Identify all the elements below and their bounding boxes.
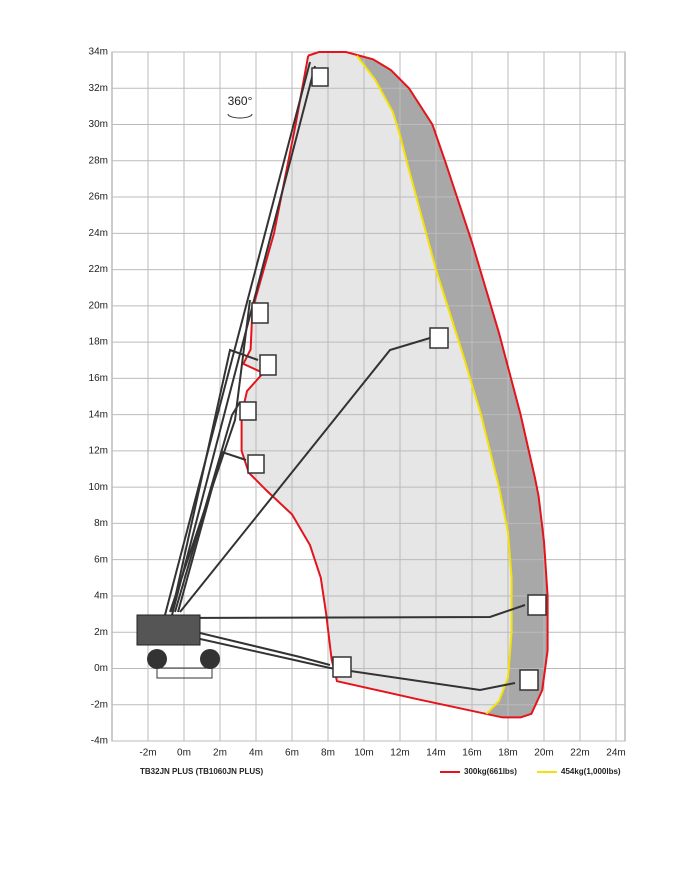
chart-title: TB32JN PLUS (TB1060JN PLUS) <box>140 767 263 776</box>
annotation: 360° <box>228 94 253 108</box>
x-tick-label: 2m <box>213 748 227 759</box>
x-tick-label: 6m <box>285 748 299 759</box>
y-tick-label: 28m <box>89 155 108 166</box>
y-tick-label: 2m <box>94 627 108 638</box>
y-tick-label: 6m <box>94 554 108 565</box>
y-tick-label: 22m <box>89 264 108 275</box>
y-tick-label: 16m <box>89 373 108 384</box>
x-tick-label: 20m <box>534 748 553 759</box>
y-tick-label: 32m <box>89 83 108 94</box>
y-tick-label: 0m <box>94 663 108 674</box>
x-tick-label: 24m <box>606 748 625 759</box>
x-tick-label: 18m <box>498 748 517 759</box>
y-tick-label: 24m <box>89 228 108 239</box>
x-tick-label: 16m <box>462 748 481 759</box>
y-tick-label: 34m <box>89 47 108 58</box>
machine-drawing <box>136 61 547 692</box>
x-tick-label: 22m <box>570 748 589 759</box>
x-tick-label: 8m <box>321 748 335 759</box>
y-tick-label: 18m <box>89 337 108 348</box>
y-tick-label: 4m <box>94 591 108 602</box>
y-tick-label: 26m <box>89 192 108 203</box>
inner-fill <box>241 52 512 718</box>
y-tick-label: -4m <box>91 736 108 747</box>
y-tick-label: 12m <box>89 446 108 457</box>
x-tick-label: -2m <box>139 748 156 759</box>
x-tick-label: 10m <box>354 748 373 759</box>
y-tick-label: 20m <box>89 300 108 311</box>
envelope-line <box>240 51 549 719</box>
legend-label: 300kg(661lbs) <box>464 767 517 776</box>
y-tick-label: 10m <box>89 482 108 493</box>
x-tick-label: 14m <box>426 748 445 759</box>
y-tick-label: 14m <box>89 409 108 420</box>
y-tick-label: 30m <box>89 119 108 130</box>
x-tick-label: 12m <box>390 748 409 759</box>
legend-label: 454kg(1,000lbs) <box>561 767 621 776</box>
x-tick-label: 0m <box>177 748 191 759</box>
x-tick-label: 4m <box>249 748 263 759</box>
rotation-icon <box>227 113 253 119</box>
y-tick-label: 8m <box>94 518 108 529</box>
envelope-line <box>356 55 513 715</box>
y-tick-label: -2m <box>91 699 108 710</box>
